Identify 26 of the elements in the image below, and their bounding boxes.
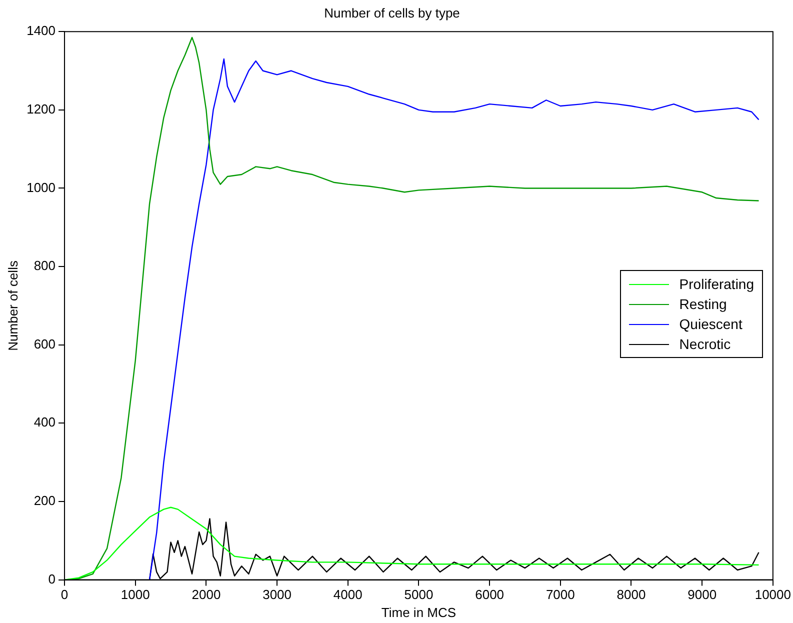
x-tick-label: 8000 [616,587,646,602]
x-tick-label: 5000 [404,587,434,602]
x-tick-label: 2000 [192,587,221,602]
y-axis-title: Number of cells [5,260,20,351]
x-tick-label: 7000 [546,587,575,602]
x-tick-label: 1000 [120,587,150,602]
x-tick-label: 3000 [262,587,292,602]
y-tick-label: 1200 [26,101,56,116]
x-tick-label: 4000 [333,587,362,602]
legend-label: Resting [679,296,727,312]
y-tick-label: 200 [34,493,56,508]
chart-title: Number of cells by type [324,5,460,20]
x-axis-title: Time in MCS [381,604,456,620]
x-tick-label: 0 [60,587,68,602]
legend-label: Proliferating [679,276,754,292]
x-tick-label: 9000 [688,587,717,602]
legend-label: Necrotic [679,336,731,352]
y-tick-label: 1400 [26,23,56,38]
x-tick-label: 6000 [475,587,504,602]
y-tick-label: 0 [48,571,56,586]
y-tick-label: 800 [34,258,56,274]
y-tick-label: 600 [34,336,56,352]
y-tick-label: 400 [34,414,56,430]
legend-label: Quiescent [679,316,742,332]
y-tick-label: 1000 [26,180,56,195]
x-tick-label: 10000 [754,587,792,602]
